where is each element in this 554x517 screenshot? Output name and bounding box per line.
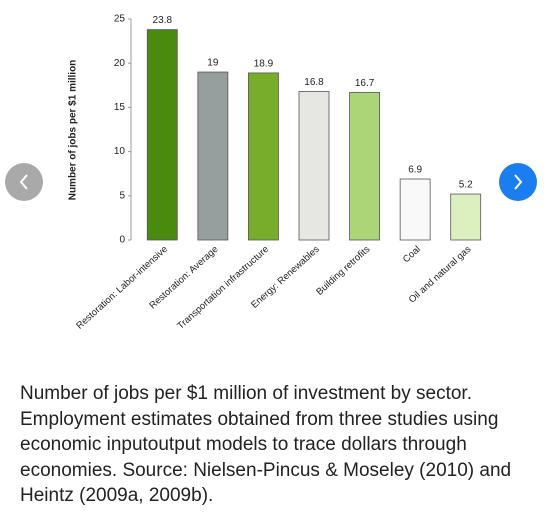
next-button[interactable] bbox=[499, 163, 537, 201]
y-tick-label: 10 bbox=[114, 146, 126, 157]
y-axis-label: Number of jobs per $1 million bbox=[68, 60, 79, 201]
chart: Number of jobs per $1 million 0 5 10 15 20 25… bbox=[5, 14, 537, 332]
value-label: 18.9 bbox=[254, 59, 274, 70]
y-tick-label: 15 bbox=[114, 102, 126, 113]
bar bbox=[349, 91, 380, 241]
value-label: 23.8 bbox=[153, 15, 173, 26]
y-tick-label: 20 bbox=[114, 58, 126, 69]
bar bbox=[146, 29, 178, 241]
value-label: 19 bbox=[207, 58, 219, 69]
y-tick-label: 0 bbox=[119, 235, 125, 246]
value-label: 5.2 bbox=[459, 180, 473, 191]
value-label: 6.9 bbox=[408, 165, 422, 176]
x-tick-label: Restoration: Labor-intensive bbox=[74, 244, 170, 332]
y-tick-label: 5 bbox=[119, 190, 125, 201]
prev-button[interactable] bbox=[5, 163, 43, 201]
bar bbox=[298, 91, 330, 241]
bar bbox=[248, 72, 279, 241]
next-chevron[interactable] bbox=[514, 174, 523, 190]
bar bbox=[399, 178, 431, 241]
value-label: 16.8 bbox=[304, 77, 324, 88]
y-tick-label: 25 bbox=[114, 14, 126, 25]
x-tick-label: Transportation infrastructure bbox=[175, 244, 271, 332]
bar bbox=[450, 193, 482, 241]
x-tick-label: Building retrofits bbox=[314, 244, 372, 298]
caption: Number of jobs per $1 million of investm… bbox=[20, 383, 512, 506]
prev-circle[interactable] bbox=[5, 163, 43, 201]
next-circle[interactable] bbox=[499, 163, 537, 201]
prev-chevron[interactable] bbox=[19, 174, 28, 190]
bar bbox=[197, 71, 229, 241]
value-label: 16.7 bbox=[355, 78, 375, 89]
x-tick-label: Coal bbox=[401, 244, 423, 265]
